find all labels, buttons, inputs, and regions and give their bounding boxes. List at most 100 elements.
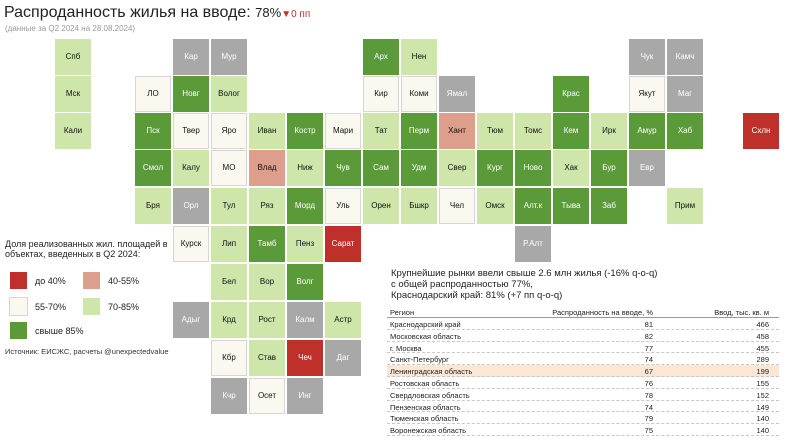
- region-tile[interactable]: Ново: [515, 150, 551, 186]
- region-tile[interactable]: Мари: [325, 113, 361, 149]
- region-tile[interactable]: Ямал: [439, 76, 475, 112]
- region-tile[interactable]: Бур: [591, 150, 627, 186]
- region-tile[interactable]: Заб: [591, 188, 627, 224]
- region-tile[interactable]: Новг: [173, 76, 209, 112]
- region-tile[interactable]: Адыг: [173, 302, 209, 338]
- region-tile[interactable]: Вор: [249, 264, 285, 300]
- table-cell-region: г. Москва: [390, 343, 422, 353]
- region-tile[interactable]: Кург: [477, 150, 513, 186]
- region-tile[interactable]: Кар: [173, 39, 209, 75]
- region-tile[interactable]: Кем: [553, 113, 589, 149]
- chart-subtitle: (данные за Q2 2024 на 28.08.2024): [5, 24, 136, 33]
- region-tile[interactable]: Алт.к: [515, 188, 551, 224]
- region-tile[interactable]: Якут: [629, 76, 665, 112]
- region-tile[interactable]: Став: [249, 340, 285, 376]
- region-tile[interactable]: Волог: [211, 76, 247, 112]
- region-tile[interactable]: Костр: [287, 113, 323, 149]
- region-tile[interactable]: Влад: [249, 150, 285, 186]
- region-tile[interactable]: Лип: [211, 226, 247, 262]
- region-tile[interactable]: Ирк: [591, 113, 627, 149]
- region-tile[interactable]: Крас: [553, 76, 589, 112]
- region-tile[interactable]: Чук: [629, 39, 665, 75]
- region-tile[interactable]: Тул: [211, 188, 247, 224]
- legend-label: 40-55%: [108, 275, 140, 286]
- region-tile[interactable]: Пенз: [287, 226, 323, 262]
- region-tile[interactable]: Томс: [515, 113, 551, 149]
- region-tile[interactable]: Амур: [629, 113, 665, 149]
- region-tile[interactable]: Сам: [363, 150, 399, 186]
- region-tile[interactable]: Маг: [667, 76, 703, 112]
- region-tile[interactable]: Чеч: [287, 340, 323, 376]
- region-tile[interactable]: МО: [211, 150, 247, 186]
- region-tile[interactable]: Перм: [401, 113, 437, 149]
- legend-item: 55-70%: [9, 297, 66, 316]
- region-tile[interactable]: Бел: [211, 264, 247, 300]
- region-tile[interactable]: Арх: [363, 39, 399, 75]
- region-tile[interactable]: Орл: [173, 188, 209, 224]
- region-tile[interactable]: Твер: [173, 113, 209, 149]
- region-tile[interactable]: Уль: [325, 188, 361, 224]
- region-tile[interactable]: Р.Алт: [515, 226, 551, 262]
- region-tile[interactable]: Хант: [439, 113, 475, 149]
- region-tile[interactable]: Омск: [477, 188, 513, 224]
- region-tile[interactable]: Спб: [55, 39, 91, 75]
- region-tile[interactable]: Мск: [55, 76, 91, 112]
- region-tile[interactable]: Инг: [287, 378, 323, 414]
- region-tile[interactable]: Удм: [401, 150, 437, 186]
- region-tile[interactable]: Ряз: [249, 188, 285, 224]
- region-tile[interactable]: ЛО: [135, 76, 171, 112]
- region-tile[interactable]: Свер: [439, 150, 475, 186]
- region-tile[interactable]: Курск: [173, 226, 209, 262]
- region-tile[interactable]: Иван: [249, 113, 285, 149]
- region-tile[interactable]: Хаб: [667, 113, 703, 149]
- region-tile[interactable]: Кбр: [211, 340, 247, 376]
- region-tile[interactable]: Схлн: [743, 113, 779, 149]
- region-tile[interactable]: Морд: [287, 188, 323, 224]
- region-tile[interactable]: Пск: [135, 113, 171, 149]
- region-tile[interactable]: Мур: [211, 39, 247, 75]
- region-tile[interactable]: Волг: [287, 264, 323, 300]
- region-tile[interactable]: Смол: [135, 150, 171, 186]
- region-tile[interactable]: Орен: [363, 188, 399, 224]
- region-tile[interactable]: Кали: [55, 113, 91, 149]
- region-tile[interactable]: Рост: [249, 302, 285, 338]
- legend-swatch: [9, 297, 28, 316]
- region-tile[interactable]: Прим: [667, 188, 703, 224]
- region-tile[interactable]: Чел: [439, 188, 475, 224]
- chart-title: Распроданность жилья на вводе: 78%▼0 пп: [4, 4, 310, 22]
- region-tile[interactable]: Даг: [325, 340, 361, 376]
- table-cell-region: Свердловская область: [390, 390, 470, 400]
- region-tile[interactable]: Бшкр: [401, 188, 437, 224]
- region-tile[interactable]: Тамб: [249, 226, 285, 262]
- region-tile[interactable]: Хак: [553, 150, 589, 186]
- title-text: Распроданность жилья на вводе:: [4, 4, 256, 21]
- region-tile[interactable]: Тат: [363, 113, 399, 149]
- region-tile[interactable]: Нен: [401, 39, 437, 75]
- region-tile[interactable]: Кир: [363, 76, 399, 112]
- region-tile[interactable]: Ниж: [287, 150, 323, 186]
- region-tile[interactable]: Осет: [249, 378, 285, 414]
- table-cell-region: Воронежская область: [390, 426, 467, 436]
- region-tile[interactable]: Чув: [325, 150, 361, 186]
- region-tile[interactable]: Тюм: [477, 113, 513, 149]
- region-tile[interactable]: Калм: [287, 302, 323, 338]
- annotation-line-3: Краснодарский край: 81% (+7 пп q-o-q): [391, 290, 563, 301]
- legend-label: 70-85%: [108, 301, 140, 312]
- region-tile[interactable]: Сарат: [325, 226, 361, 262]
- region-tile[interactable]: Тыва: [553, 188, 589, 224]
- region-tile[interactable]: Кчр: [211, 378, 247, 414]
- table-cell-sold-share: 74: [644, 355, 653, 365]
- table-cell-region: Пензенская область: [390, 402, 461, 412]
- annotation-line-1: Крупнейшие рынки ввели свыше 2.6 млн жил…: [391, 268, 658, 279]
- region-tile[interactable]: Евр: [629, 150, 665, 186]
- table-row: Ростовская область 76 155: [387, 377, 779, 389]
- legend-item: 40-55%: [83, 272, 139, 289]
- region-tile[interactable]: Калу: [173, 150, 209, 186]
- region-tile[interactable]: Астр: [325, 302, 361, 338]
- table-cell-commissioned: 149: [756, 402, 769, 412]
- region-tile[interactable]: Камч: [667, 39, 703, 75]
- region-tile[interactable]: Яро: [211, 113, 247, 149]
- region-tile[interactable]: Коми: [401, 76, 437, 112]
- region-tile[interactable]: Крд: [211, 302, 247, 338]
- region-tile[interactable]: Бря: [135, 188, 171, 224]
